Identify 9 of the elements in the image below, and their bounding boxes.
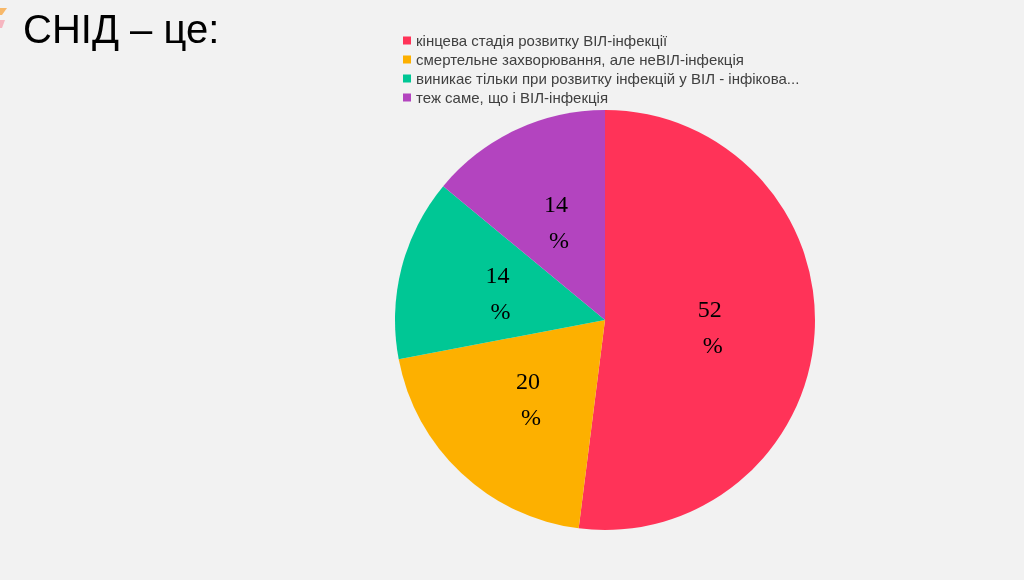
legend-label: кінцева стадія розвитку ВІЛ-інфекції — [416, 32, 668, 49]
data-label: 52 % — [697, 295, 728, 358]
chart-title: СНІД – це: — [23, 7, 220, 51]
data-label: 20 % — [516, 367, 547, 430]
legend-label: теж саме, що і ВІЛ-інфекція — [416, 89, 609, 106]
data-label: 14 % — [544, 191, 575, 254]
data-label: 14 % — [485, 262, 516, 325]
legend-label: виникає тільки при розвитку інфекцій у ВІЛ - інфікова... — [416, 70, 800, 87]
legend-label: смертельне захворювання, але неВІЛ-інфекція — [416, 51, 744, 68]
